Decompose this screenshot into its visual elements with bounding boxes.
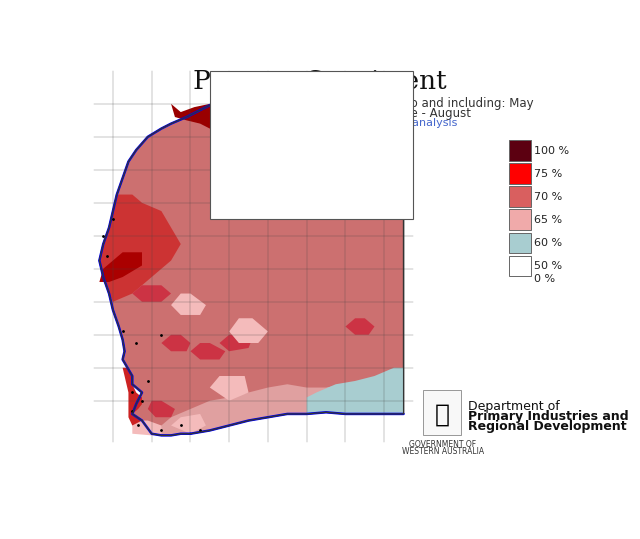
- Polygon shape: [161, 335, 191, 351]
- Text: WESTERN AUSTRALIA: WESTERN AUSTRALIA: [402, 447, 484, 455]
- Text: 0 %: 0 %: [534, 274, 556, 284]
- Polygon shape: [132, 420, 161, 436]
- Text: Forecast made using data up to and including: May: Forecast made using data up to and inclu…: [230, 96, 534, 109]
- Text: 65 %: 65 %: [534, 215, 563, 225]
- Bar: [509, 186, 531, 207]
- Polygon shape: [171, 414, 206, 434]
- Text: Department of: Department of: [467, 399, 559, 413]
- Bar: [509, 210, 531, 230]
- Text: Regional Development: Regional Development: [467, 420, 626, 433]
- Bar: [509, 255, 531, 277]
- Polygon shape: [210, 376, 248, 400]
- Text: 70 %: 70 %: [534, 192, 563, 202]
- Text: 100 %: 100 %: [534, 146, 569, 156]
- Text: GOVERNMENT OF: GOVERNMENT OF: [409, 440, 476, 448]
- Polygon shape: [171, 104, 244, 137]
- Polygon shape: [123, 368, 152, 434]
- Polygon shape: [307, 368, 404, 414]
- Polygon shape: [99, 252, 142, 282]
- Polygon shape: [171, 294, 206, 315]
- Bar: [422, 390, 461, 435]
- Bar: [509, 163, 531, 184]
- Text: 🦢: 🦢: [435, 403, 450, 427]
- Text: 75 %: 75 %: [534, 169, 563, 178]
- Polygon shape: [220, 335, 252, 351]
- Polygon shape: [99, 79, 404, 436]
- Bar: [509, 232, 531, 253]
- Bar: [210, 71, 413, 219]
- Polygon shape: [229, 318, 268, 343]
- Bar: [509, 140, 531, 161]
- Polygon shape: [132, 285, 171, 302]
- Polygon shape: [346, 318, 374, 335]
- Text: Forecast period: June - August: Forecast period: June - August: [293, 107, 471, 120]
- Polygon shape: [148, 400, 175, 417]
- Text: 50 %: 50 %: [534, 261, 563, 271]
- Polygon shape: [152, 376, 404, 436]
- Polygon shape: [99, 195, 180, 302]
- Polygon shape: [316, 376, 404, 414]
- Text: Primary Industries and: Primary Industries and: [467, 410, 628, 424]
- Polygon shape: [191, 343, 225, 360]
- Text: Stations used in analysis: Stations used in analysis: [319, 118, 458, 128]
- Text: Percent Consistent: Percent Consistent: [193, 69, 447, 94]
- Text: 60 %: 60 %: [534, 238, 563, 248]
